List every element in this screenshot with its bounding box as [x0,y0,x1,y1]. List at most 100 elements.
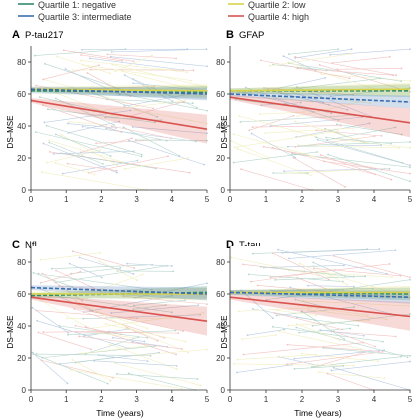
trajectory-line [63,50,134,62]
x-tick-label: 0 [228,395,233,404]
trajectory-point [322,346,325,349]
trajectory-line [99,260,138,281]
trajectory-point [348,77,351,80]
trajectory-point [205,48,208,51]
trajectory-line [321,73,411,82]
y-tick-label: 0 [221,186,226,195]
trajectory-point [409,296,411,299]
trajectory-line [44,110,131,123]
trajectory-point [206,282,208,285]
trajectory-point [268,64,271,67]
trajectory-point [368,122,371,125]
trajectory-line [296,317,359,327]
trajectory-line [80,137,132,153]
trajectory-point [326,372,329,375]
x-tick-label: 2 [99,395,104,404]
fit-line [30,286,208,295]
x-tick-label: 2 [99,195,104,204]
trajectory-line [127,263,172,267]
trajectory-point [124,48,127,51]
trajectory-point [42,104,44,107]
trajectory-point [239,91,242,94]
trajectory-point [277,248,280,251]
trajectory-point [60,133,63,136]
trajectory-point [326,138,329,141]
trajectory-point [180,387,183,390]
trajectory-point [236,147,239,150]
trajectory-point [154,121,156,124]
trajectory-point [331,62,334,64]
trajectory-line [61,152,157,169]
trajectory-point [327,153,329,156]
trajectory-point [349,327,352,330]
trajectory-point [123,168,126,170]
trajectory-line [32,307,69,333]
trajectory-point [285,172,288,175]
trajectory-point [192,69,195,72]
trajectory-point [251,252,254,255]
trajectory-line [82,64,192,81]
trajectory-point [174,329,177,332]
trajectory-point [125,326,128,329]
trajectory-point [74,361,77,364]
trajectory-line [333,138,411,149]
trajectory-line [241,290,274,319]
confidence-band [230,94,410,138]
trajectory-point [66,317,69,320]
y-tick-label: 0 [221,386,226,395]
trajectory-point [199,384,202,387]
trajectory-point [250,132,253,135]
trajectory-point [240,168,243,171]
trajectory-line [73,69,173,71]
trajectory-point [230,256,232,259]
trajectory-point [58,325,61,327]
trajectory-point [336,68,339,71]
trajectory-point [409,354,411,357]
trajectory-point [272,252,274,255]
trajectory-line [88,91,158,118]
trajectory-line [318,371,385,379]
trajectory-line [294,349,385,359]
trajectory-line [67,123,116,129]
trajectory-line [116,373,198,380]
trajectory-point [100,276,103,279]
trajectory-point [330,369,333,372]
trajectory-point [300,352,303,355]
panel-letter: D [226,239,234,251]
trajectory-line [323,347,411,357]
trajectory-point [136,317,139,320]
trajectory-point [409,141,411,143]
trajectory-point [330,273,333,276]
panel-letter: B [226,29,234,41]
trajectory-point [88,310,91,312]
x-tick-label: 0 [29,395,34,404]
trajectory-point [297,144,300,147]
trajectory-point [40,359,43,362]
trajectory-point [188,171,191,174]
trajectory-point [350,48,353,51]
trajectory-line [72,359,111,382]
trajectory-line [275,276,366,281]
trajectory-point [32,353,35,355]
trajectory-line [106,128,167,142]
trajectory-line [234,130,339,148]
trajectory-point [87,171,90,174]
fit-line [229,96,411,124]
trajectory-point [303,111,305,113]
trajectory-point [332,137,335,140]
trajectory-point [56,55,59,58]
trajectory-line [105,90,208,111]
trajectory-line [43,64,99,80]
trajectory-point [132,337,135,339]
trajectory-point [232,133,235,136]
trajectory-line [59,352,160,365]
trajectory-point [116,164,119,167]
trajectory-point [136,279,138,282]
trajectory-line [273,78,381,92]
trajectory-line [100,274,143,290]
trajectory-line [46,125,142,155]
trajectory-point [111,63,114,66]
trajectory-point [99,251,101,254]
trajectory-line [288,62,402,82]
trajectory-line [38,273,152,290]
